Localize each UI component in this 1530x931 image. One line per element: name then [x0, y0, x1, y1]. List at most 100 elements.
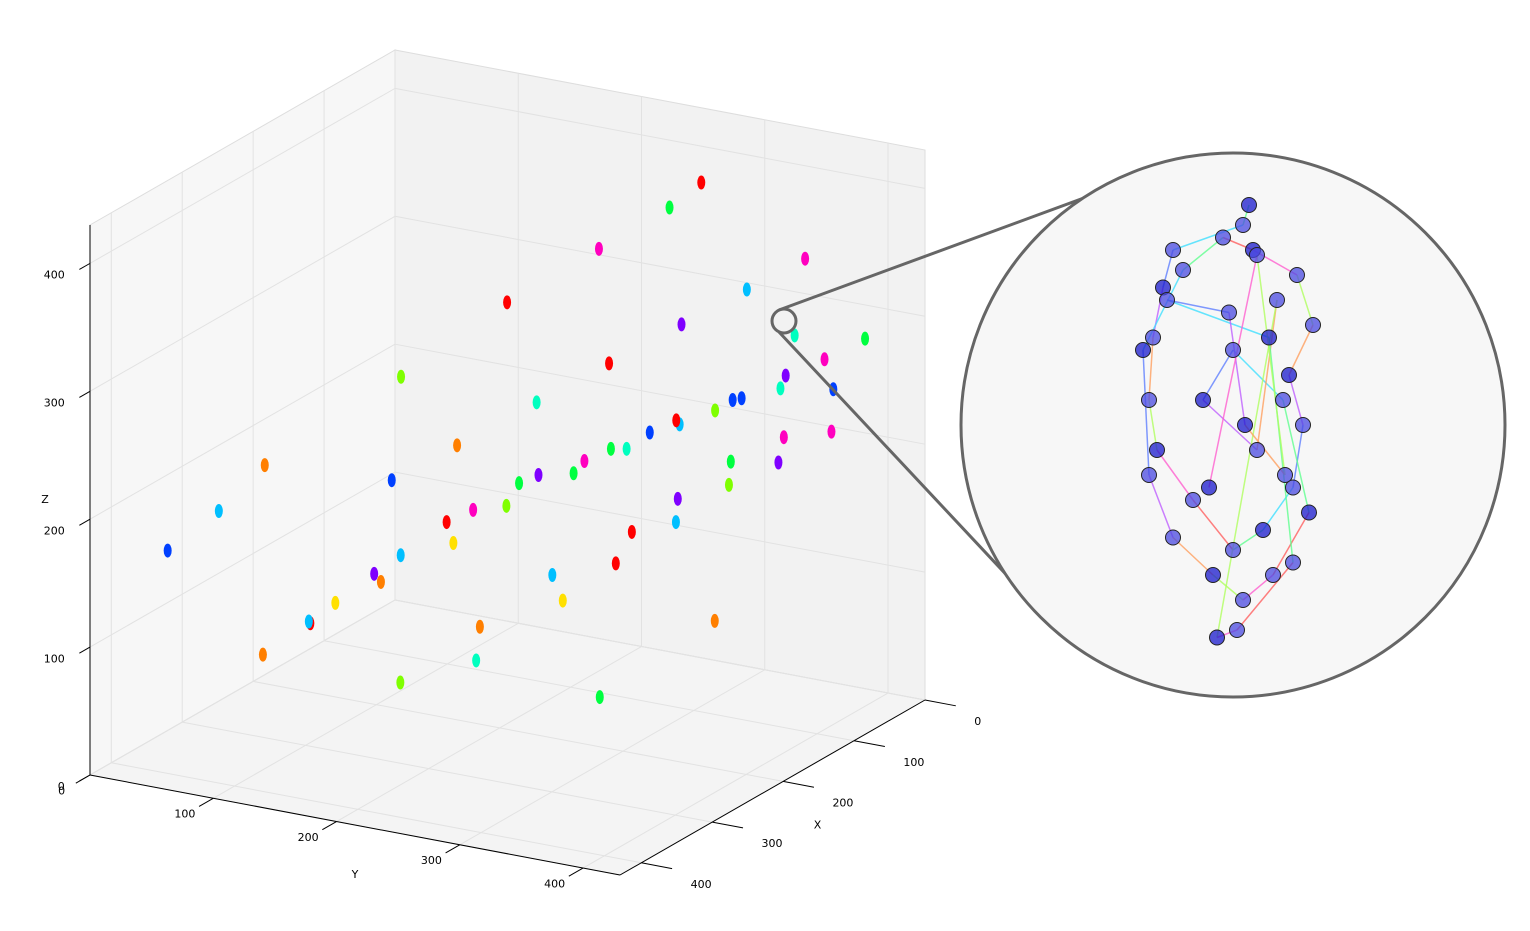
inset-point — [1275, 392, 1291, 408]
grid-line — [394, 471, 926, 573]
z-tick-label: 0 — [58, 780, 65, 793]
inset-point — [1159, 292, 1175, 308]
link — [1208, 254, 1258, 488]
link — [1256, 299, 1278, 451]
grid-line — [394, 87, 926, 189]
cluster — [532, 395, 541, 410]
tick-mark — [322, 821, 337, 831]
grid-line — [89, 215, 396, 392]
inset-point — [1165, 529, 1181, 546]
cluster — [673, 491, 682, 506]
link — [1262, 487, 1294, 531]
z-tick-label: 400 — [44, 269, 65, 282]
grid-line — [89, 87, 396, 264]
cluster — [569, 466, 578, 481]
cluster — [861, 331, 870, 346]
y-tick-label: 0 — [58, 784, 65, 797]
tick-mark — [79, 390, 91, 398]
tick-mark — [445, 844, 461, 854]
cluster — [711, 403, 720, 418]
inset-point — [1175, 262, 1191, 278]
inset-point — [1255, 522, 1271, 538]
cluster — [331, 595, 340, 610]
z-tick-label: 100 — [44, 652, 65, 665]
zoom-source — [770, 307, 798, 335]
x-tick-label: 200 — [832, 796, 853, 809]
inset-point — [1249, 442, 1265, 458]
inset-point — [1225, 342, 1241, 358]
cluster — [594, 241, 603, 256]
cluster — [534, 468, 543, 482]
inset-point — [1305, 317, 1321, 333]
pane — [394, 49, 926, 701]
inset-point — [1195, 392, 1211, 408]
inset-point — [1285, 554, 1301, 571]
inset-point — [1201, 479, 1217, 496]
inset-point — [1269, 292, 1285, 308]
link — [1292, 424, 1304, 488]
grid-line — [253, 680, 784, 782]
link — [1282, 399, 1310, 513]
inset-point — [1205, 567, 1221, 583]
tick-mark — [783, 780, 815, 788]
cluster — [442, 515, 451, 530]
cluster — [801, 251, 810, 266]
y-tick-label: 400 — [544, 877, 565, 890]
cluster — [515, 476, 524, 491]
link — [1202, 349, 1234, 401]
cluster — [580, 454, 589, 469]
cluster — [774, 455, 783, 470]
cluster — [396, 675, 405, 690]
grid-line — [336, 646, 642, 822]
inset-points — [1135, 197, 1321, 646]
inset-point — [1141, 467, 1157, 483]
cluster — [475, 619, 484, 634]
cluster — [472, 653, 481, 668]
y-tick-label: 100 — [174, 808, 195, 821]
inset-point — [1145, 329, 1161, 346]
cluster — [781, 368, 790, 383]
inset-point — [1149, 442, 1165, 458]
x-tick-label: 300 — [762, 837, 783, 850]
axes-panes — [88, 49, 927, 876]
x-axis-label: X — [814, 819, 822, 832]
link — [1182, 236, 1224, 271]
y-tick-label: 300 — [421, 854, 442, 867]
inset-point — [1221, 304, 1237, 321]
x-tick-label: 0 — [974, 715, 981, 728]
cluster — [449, 536, 458, 551]
cluster — [665, 200, 674, 215]
cluster — [710, 613, 719, 628]
tick-mark — [853, 740, 885, 748]
inset-point — [1261, 329, 1277, 346]
inset-point — [1215, 229, 1231, 246]
cluster — [820, 352, 829, 367]
link — [1166, 299, 1270, 339]
inset-point — [1209, 629, 1225, 646]
grid-line — [582, 692, 889, 869]
cluster — [776, 381, 785, 396]
inset-point — [1141, 392, 1157, 408]
cluster — [790, 328, 799, 343]
tick-mark — [924, 699, 956, 707]
tick-mark — [641, 862, 673, 870]
grid-line — [89, 471, 396, 648]
cluster — [671, 515, 680, 530]
axis-line — [619, 699, 926, 876]
inset-point — [1281, 367, 1297, 383]
grid — [89, 50, 926, 869]
tick-mark — [568, 867, 584, 877]
inset-point — [1235, 592, 1251, 608]
link — [1192, 499, 1234, 551]
inset-point — [1229, 622, 1245, 638]
inset-point — [1237, 417, 1253, 433]
cluster — [606, 441, 615, 456]
tick-mark — [712, 821, 744, 829]
z-tick-label: 200 — [44, 524, 65, 537]
cluster — [502, 498, 511, 513]
points — [163, 175, 870, 705]
zoom-inset — [959, 151, 1507, 699]
x-tick-label: 100 — [903, 756, 924, 769]
inset-point — [1289, 267, 1305, 283]
cluster — [728, 393, 737, 407]
